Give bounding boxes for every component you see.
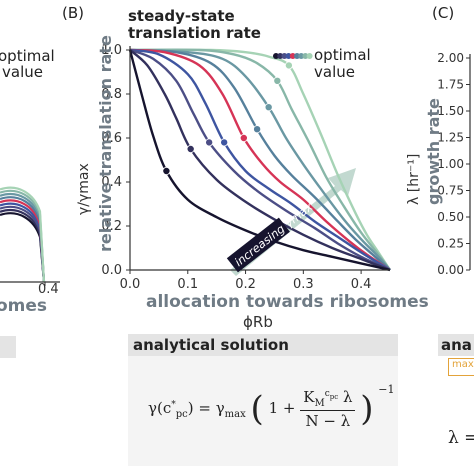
optimal-point-7	[264, 103, 273, 112]
left-legend-label-2: value	[2, 63, 43, 81]
legend-dot-1	[273, 53, 279, 59]
y-tick-label: 1.0	[101, 43, 122, 58]
right-solution-title-fragment: ana	[441, 336, 472, 354]
optimal-point-9	[284, 61, 293, 70]
series-line-4	[129, 48, 391, 272]
right-y-tick-label: 1.25	[437, 131, 464, 145]
series-line-8	[129, 48, 391, 271]
left-xlabel-fragment: omes	[0, 296, 48, 316]
right-y-tick-label: 0.00	[437, 263, 464, 277]
x-axis-label: allocation towards ribosomes	[146, 292, 429, 312]
x-tick-label: 0.1	[177, 277, 198, 292]
legend-dot-6	[294, 53, 300, 59]
series-line-2	[129, 49, 391, 272]
legend-dot-4	[285, 53, 292, 59]
right-y-tick-label: 2.00	[437, 51, 464, 65]
y-tick-label: 0.6	[101, 131, 122, 146]
legend-dot-9	[306, 53, 313, 59]
series-line-1	[128, 49, 391, 272]
y-tick-label: 0.0	[101, 263, 122, 278]
legend-dot-7	[298, 53, 305, 59]
y-axis-ratio-label: γ/γmax	[76, 163, 92, 215]
formula-fraction: KMcpc λ N − λ	[300, 388, 356, 430]
chart-title-line-1: steady-state	[128, 7, 235, 25]
chart-title-line-2: translation rate	[128, 24, 261, 42]
y-tick-label: 0.8	[101, 87, 122, 102]
formula-numerator: KMcpc λ	[300, 388, 356, 411]
formula-left-paren: (	[250, 389, 264, 429]
x-tick-label: 0.0	[120, 277, 141, 292]
optimal-point-8	[273, 76, 282, 85]
series-line-9	[129, 48, 392, 271]
annotation-dark-box	[226, 217, 290, 273]
translation-rate-chart: 0.0 0.1 0.2 0.3 0.40.00.20.40.60.81.0increas…	[101, 43, 392, 292]
right-y-tick-label: 0.25	[437, 237, 464, 251]
right-inset-fragment: max	[452, 359, 474, 370]
x-tick-label: 0.4	[351, 277, 372, 292]
formula-right-paren: )	[360, 389, 374, 429]
optimal-point-5	[239, 133, 248, 142]
right-inset-box	[448, 358, 474, 376]
right-formula-fragment: λ =	[448, 428, 474, 448]
y-tick-label: 0.4	[101, 175, 122, 190]
formula-denominator: N − λ	[305, 412, 351, 430]
x-axis-symbol: ϕRb	[243, 313, 273, 331]
right-y-tick-label: 0.50	[437, 210, 464, 224]
analytical-solution-body	[128, 356, 398, 466]
legend-dot-3	[281, 53, 288, 59]
panel-label-c: (C)	[432, 4, 455, 22]
legend-optimal-line-2: value	[314, 63, 355, 81]
legend-dot-8	[302, 53, 309, 59]
analytical-solution-header	[128, 334, 398, 356]
left-solution-band	[0, 336, 16, 358]
analytical-formula: γ(c*pc) = γmax ( 1 + KMcpc λ N − λ ) −1	[148, 383, 395, 430]
optimal-point-1	[162, 166, 171, 175]
right-y-tick-label: 0.75	[437, 184, 464, 198]
panel-label-b: (B)	[62, 4, 84, 22]
optimal-point-6	[253, 125, 262, 134]
left-panel-chart	[0, 186, 60, 286]
y-tick-label: 0.2	[101, 219, 122, 234]
right-y-tick-label: 1.75	[437, 78, 464, 92]
optimal-point-3	[205, 138, 214, 147]
left-series-line-9	[0, 186, 46, 283]
growth-rate-chart: 0.00 0.25 0.50 0.75 1.00 1.25 1.50 1.75 2.00	[437, 51, 471, 277]
optimal-point-2	[186, 144, 195, 153]
legend-dot-5	[289, 53, 296, 59]
x-tick-label: 0.3	[293, 277, 314, 292]
formula-exponent: −1	[378, 383, 395, 396]
series-line-6	[129, 48, 391, 271]
right-y-tick-label: 1.00	[437, 157, 464, 171]
y-axis-label: relative translation rate	[96, 35, 115, 252]
x-tick-label: 0.2	[235, 277, 256, 292]
series-line-3	[129, 48, 391, 272]
legend-optimal-line-1: optimal	[314, 46, 371, 64]
formula-one-plus: 1 +	[268, 399, 296, 417]
left-legend-label-1: optimal	[0, 47, 55, 65]
series-line-7	[129, 48, 391, 271]
optimal-point-4	[220, 138, 229, 147]
right-y-tick-label: 1.50	[437, 104, 464, 118]
right-solution-header	[438, 334, 474, 356]
analytical-solution-title: analytical solution	[133, 336, 289, 354]
formula-lhs: γ(c*pc) = γmax	[148, 399, 246, 420]
series-line-5	[129, 48, 391, 271]
legend-dot-2	[277, 53, 284, 59]
right-y-axis-label: growth rate	[424, 98, 443, 205]
left-xtick-04: 0.4	[38, 282, 59, 297]
right-y-axis-unit: λ [hr⁻¹]	[406, 153, 422, 205]
